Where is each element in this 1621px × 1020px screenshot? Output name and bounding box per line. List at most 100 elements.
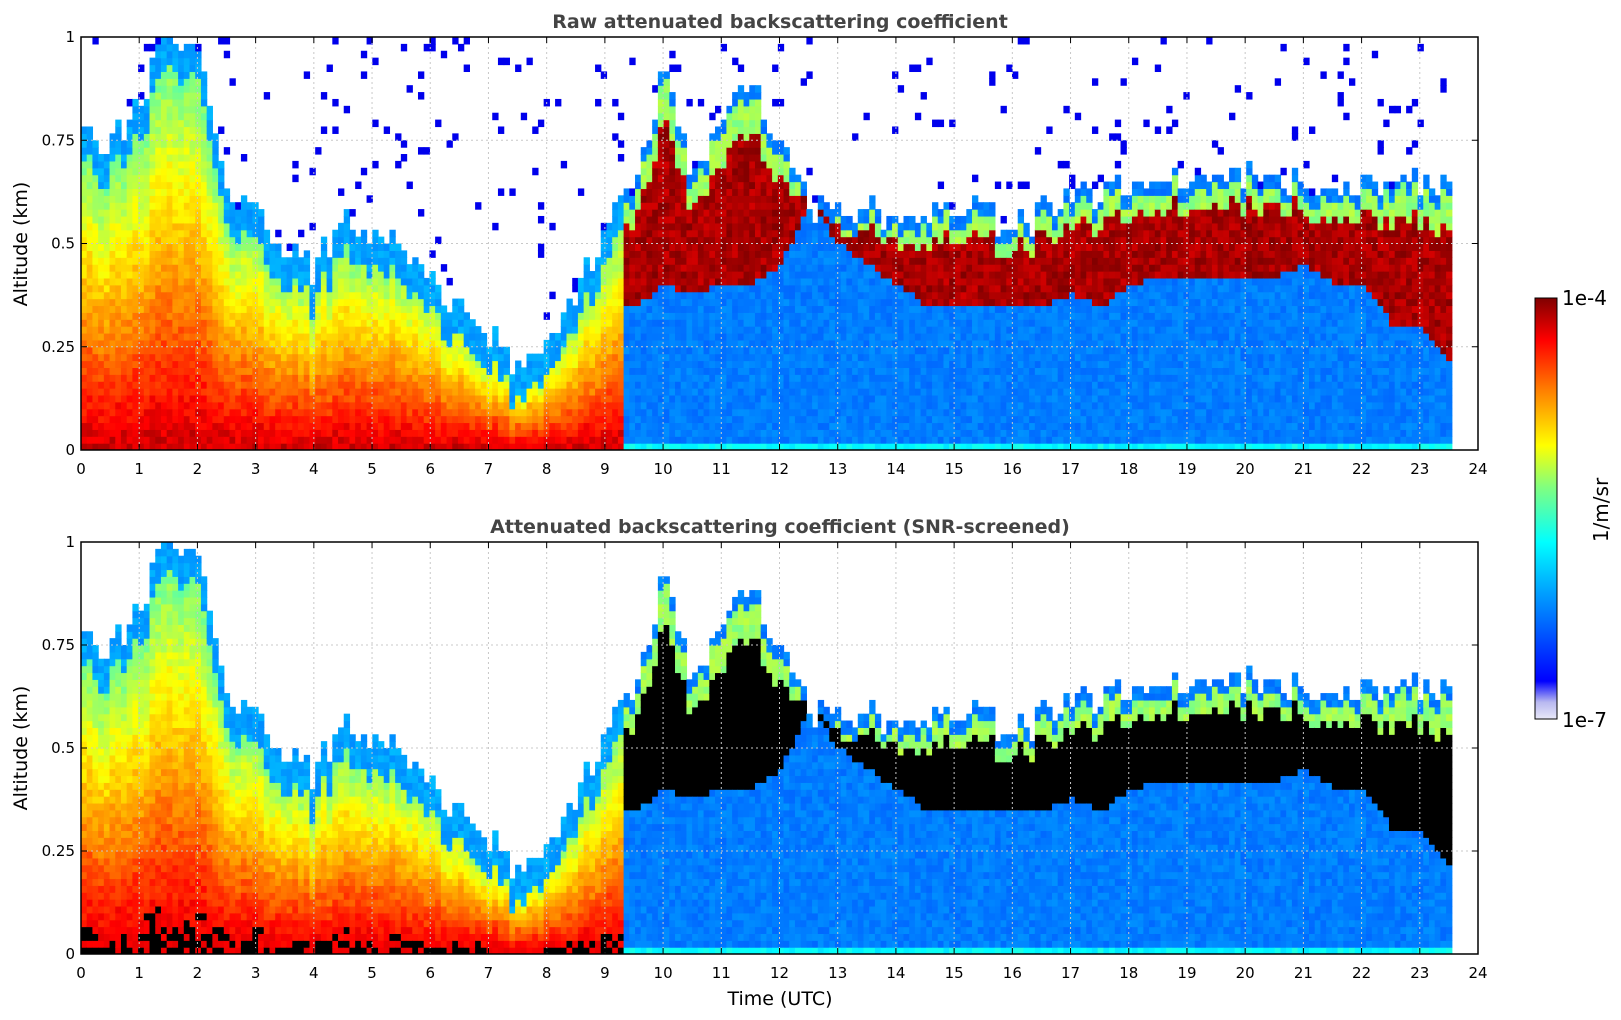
- heatmap-cell: [743, 305, 750, 313]
- heatmap-cell: [726, 257, 733, 265]
- heatmap-cell: [595, 312, 602, 320]
- heatmap-cell: [212, 160, 219, 169]
- heatmap-cell: [446, 388, 453, 396]
- heatmap-cell: [823, 374, 830, 382]
- heatmap-cell: [286, 264, 293, 272]
- heatmap-cell: [834, 202, 842, 210]
- heatmap-cell: [840, 326, 847, 334]
- heatmap-cell: [103, 312, 111, 320]
- heatmap-cell: [846, 381, 853, 389]
- heatmap-cell: [737, 374, 745, 382]
- heatmap-cell: [92, 381, 99, 389]
- heatmap-cell: [206, 243, 213, 251]
- heatmap-cell: [749, 154, 756, 162]
- heatmap-cell: [726, 429, 733, 437]
- heatmap-cell: [246, 443, 253, 450]
- heatmap-cell: [183, 264, 191, 272]
- heatmap-cell: [646, 339, 653, 348]
- heatmap-cell: [669, 284, 676, 293]
- heatmap-cell: [81, 215, 88, 224]
- heatmap-cell: [172, 133, 179, 141]
- heatmap-cell: [475, 367, 482, 375]
- heatmap-cell: [669, 271, 676, 279]
- heatmap-cell: [440, 326, 448, 334]
- heatmap-cell: [812, 264, 819, 272]
- heatmap-cell: [617, 360, 625, 368]
- heatmap-cell: [115, 181, 122, 190]
- heatmap-cell: [395, 429, 402, 437]
- heatmap-cell: [132, 326, 139, 334]
- heatmap-cell: [754, 215, 762, 224]
- heatmap-cell: [840, 367, 847, 375]
- heatmap-cell: [138, 312, 145, 320]
- heatmap-cell: [806, 236, 813, 245]
- heatmap-cell: [155, 112, 162, 121]
- heatmap-cell: [794, 291, 802, 300]
- heatmap-cell: [120, 326, 128, 334]
- heatmap-cell: [800, 443, 807, 450]
- heatmap-cell: [389, 381, 396, 389]
- heatmap-cell: [120, 374, 128, 382]
- heatmap-cell: [160, 174, 168, 183]
- heatmap-cell: [743, 236, 750, 245]
- heatmap-cell: [440, 50, 448, 59]
- heatmap-cell: [669, 133, 676, 141]
- heatmap-cell: [212, 264, 219, 272]
- heatmap-cell: [223, 195, 231, 203]
- heatmap-cell: [606, 401, 613, 410]
- heatmap-cell: [189, 264, 196, 272]
- heatmap-cell: [846, 429, 853, 437]
- heatmap-cell: [635, 195, 642, 203]
- heatmap-cell: [183, 119, 191, 128]
- heatmap-cell: [383, 415, 391, 424]
- heatmap-cell: [223, 443, 231, 450]
- heatmap-cell: [800, 78, 807, 86]
- heatmap-cell: [840, 250, 847, 258]
- heatmap-cell: [560, 312, 568, 320]
- heatmap-cell: [720, 250, 728, 258]
- heatmap-cell: [675, 408, 682, 417]
- heatmap-cell: [686, 222, 693, 231]
- heatmap-cell: [515, 401, 522, 410]
- heatmap-cell: [355, 326, 362, 334]
- heatmap-cell: [400, 312, 408, 320]
- heatmap-cell: [103, 271, 111, 279]
- heatmap-cell: [160, 319, 168, 327]
- heatmap-cell: [155, 443, 162, 450]
- heatmap-cell: [155, 160, 162, 169]
- heatmap-cell: [617, 112, 625, 121]
- heatmap-cell: [657, 436, 665, 444]
- heatmap-cell: [783, 346, 790, 355]
- heatmap-cell: [98, 195, 105, 203]
- heatmap-cell: [635, 312, 642, 320]
- heatmap-cell: [275, 319, 282, 327]
- heatmap-cell: [583, 415, 590, 424]
- heatmap-cell: [692, 160, 699, 169]
- heatmap-cell: [675, 332, 682, 341]
- heatmap-cell: [223, 277, 231, 286]
- heatmap-cell: [366, 312, 373, 320]
- heatmap-cell: [417, 319, 425, 327]
- heatmap-cell: [378, 250, 385, 258]
- heatmap-cell: [189, 339, 196, 348]
- heatmap-cell: [783, 374, 790, 382]
- heatmap-cell: [355, 332, 362, 341]
- heatmap-cell: [240, 271, 248, 279]
- heatmap-cell: [160, 105, 168, 114]
- heatmap-cell: [794, 181, 802, 190]
- heatmap-cell: [115, 415, 122, 424]
- heatmap-cell: [349, 374, 356, 382]
- heatmap-cell: [315, 346, 322, 355]
- heatmap-cell: [149, 367, 156, 375]
- heatmap-cell: [686, 264, 693, 272]
- heatmap-cell: [143, 367, 151, 375]
- heatmap-cell: [760, 264, 767, 272]
- heatmap-cell: [292, 429, 299, 437]
- heatmap-cell: [269, 277, 276, 286]
- heatmap-cell: [286, 388, 293, 396]
- heatmap-cell: [686, 332, 693, 341]
- heatmap-cell: [240, 229, 248, 238]
- heatmap-cell: [526, 408, 533, 417]
- heatmap-cell: [589, 388, 596, 396]
- heatmap-cell: [223, 291, 231, 300]
